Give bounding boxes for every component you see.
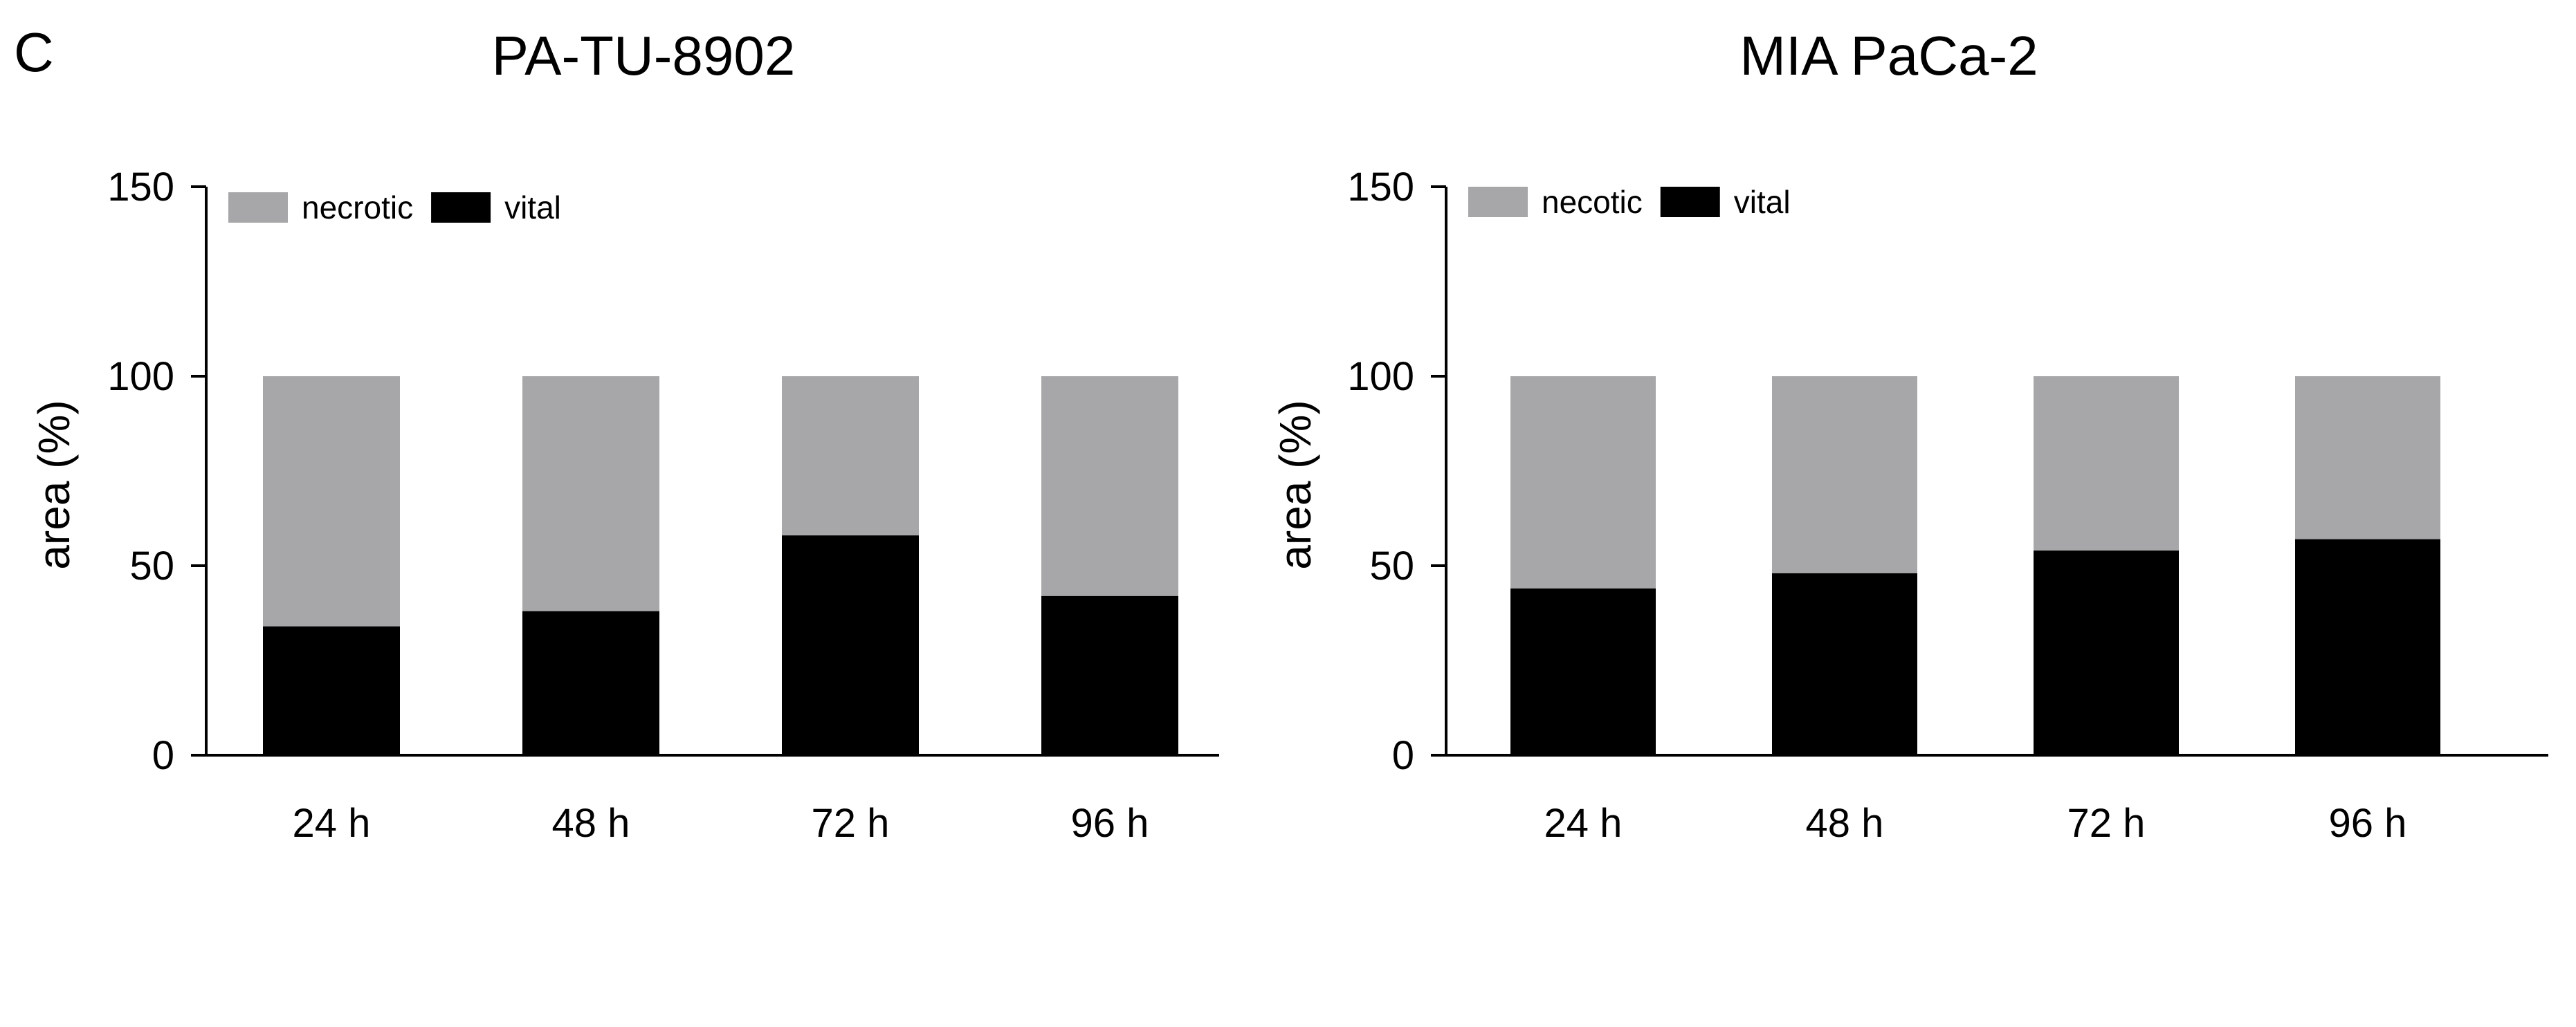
y-axis-label: area (%) — [1270, 400, 1320, 569]
bar-necrotic — [1772, 376, 1917, 573]
legend-swatch-necrotic — [1468, 187, 1528, 217]
y-axis-label: area (%) — [29, 400, 79, 569]
bar-necrotic — [2295, 376, 2440, 539]
bar-necrotic — [1041, 376, 1178, 596]
legend-swatch-vital — [1660, 187, 1720, 217]
x-tick-label: 24 h — [293, 801, 371, 846]
bar-necrotic — [263, 376, 400, 627]
legend-swatch-necrotic — [228, 192, 288, 223]
y-tick-label: 150 — [107, 165, 174, 210]
x-tick-label: 72 h — [2067, 801, 2146, 846]
bar-vital — [2034, 550, 2179, 755]
x-tick-label: 72 h — [812, 801, 890, 846]
legend-label-necrotic: necotic — [1542, 184, 1643, 220]
x-tick-label: 48 h — [552, 801, 630, 846]
legend-swatch-vital — [431, 192, 491, 223]
x-tick-label: 24 h — [1544, 801, 1623, 846]
y-tick-label: 50 — [1369, 544, 1414, 589]
bar-vital — [263, 626, 400, 755]
legend-label-vital: vital — [1734, 184, 1791, 220]
bar-vital — [782, 535, 919, 755]
bar-vital — [1510, 588, 1656, 755]
bar-vital — [1772, 573, 1917, 755]
y-tick-label: 150 — [1347, 165, 1414, 210]
bar-vital — [522, 611, 659, 755]
bar-necrotic — [782, 376, 919, 536]
legend-label-necrotic: necrotic — [302, 189, 413, 225]
bar-vital — [1041, 595, 1178, 755]
x-tick-label: 48 h — [1806, 801, 1884, 846]
chart-title-right: MIA PaCa-2 — [1739, 25, 2038, 86]
chart-title-left: PA-TU-8902 — [491, 25, 796, 86]
y-tick-label: 100 — [1347, 354, 1414, 399]
bar-necrotic — [1510, 376, 1656, 589]
legend-label-vital: vital — [504, 189, 561, 225]
panel-letter: C — [14, 21, 54, 83]
bar-vital — [2295, 539, 2440, 755]
bar-necrotic — [522, 376, 659, 611]
x-tick-label: 96 h — [2329, 801, 2407, 846]
x-tick-label: 96 h — [1071, 801, 1149, 846]
y-tick-label: 0 — [152, 733, 174, 778]
bar-necrotic — [2034, 376, 2179, 551]
y-tick-label: 0 — [1392, 733, 1414, 778]
y-tick-label: 100 — [107, 354, 174, 399]
y-tick-label: 50 — [129, 544, 174, 589]
